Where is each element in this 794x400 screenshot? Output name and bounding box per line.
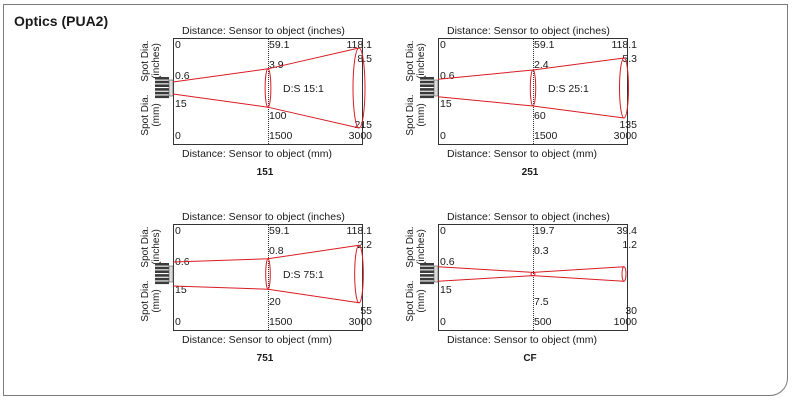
- mm-distance-start: 0: [175, 130, 181, 142]
- top-axis-label: Distance: Sensor to object (inches): [182, 211, 345, 223]
- inch-spot-mid: 0.8: [269, 245, 284, 257]
- mm-distance-end: 3000: [613, 130, 637, 142]
- panel-caption: 151: [256, 167, 274, 178]
- inch-spot-end: 2.2: [357, 239, 372, 251]
- beam-diagram: [420, 263, 627, 285]
- inch-distance-start: 0: [440, 39, 446, 51]
- inch-spot-end: 1.2: [622, 239, 637, 251]
- mm-spot-end: 215: [354, 119, 372, 131]
- inch-distance-mid: 59.1: [534, 39, 555, 51]
- spot-ellipse-end: [621, 266, 627, 282]
- bottom-axis-label: Distance: Sensor to object (mm): [182, 148, 332, 160]
- mm-spot-start: 15: [440, 98, 452, 110]
- inch-distance-end: 118.1: [611, 39, 638, 51]
- plot-divider: [268, 225, 269, 330]
- mm-distance-start: 0: [440, 130, 446, 142]
- spot-ellipse-end: [352, 47, 366, 129]
- inch-spot-mid: 0.3: [534, 245, 549, 257]
- inch-distance-mid: 59.1: [269, 225, 290, 237]
- panel-caption: CF: [523, 353, 537, 364]
- inch-distance-end: 39.4: [616, 225, 637, 237]
- inch-spot-mid: 2.4: [534, 59, 549, 71]
- mm-distance-mid: 500: [534, 316, 552, 328]
- top-axis-label: Distance: Sensor to object (inches): [182, 25, 345, 37]
- mm-distance-end: 3000: [348, 316, 372, 328]
- sensor-icon: [155, 77, 174, 99]
- ds-ratio: D:S 15:1: [283, 83, 324, 95]
- beam-diagram: [420, 57, 629, 119]
- top-axis-label: Distance: Sensor to object (inches): [447, 25, 610, 37]
- bottom-axis-label: Distance: Sensor to object (mm): [447, 148, 597, 160]
- inch-distance-mid: 19.7: [534, 225, 555, 237]
- ds-ratio: D:S 75:1: [283, 269, 324, 281]
- inch-distance-start: 0: [440, 225, 446, 237]
- plot-divider: [533, 225, 534, 330]
- mm-distance-end: 3000: [348, 130, 372, 142]
- inch-distance-end: 118.1: [346, 225, 373, 237]
- panel-caption: 251: [521, 167, 539, 178]
- inch-distance-end: 118.1: [346, 39, 373, 51]
- beam-lower-edge: [172, 285, 360, 304]
- mm-distance-mid: 1500: [534, 130, 558, 142]
- plot-box: [438, 224, 628, 331]
- spot-ellipse-end: [354, 244, 364, 304]
- optics-panel: Distance: Sensor to object (inches) 0 19.7…: [405, 211, 637, 387]
- spot-ellipse-mid: [529, 69, 537, 107]
- optics-frame: Optics (PUA2): [3, 4, 788, 396]
- spot-ellipse-mid: [530, 271, 536, 277]
- inch-distance-start: 0: [175, 39, 181, 51]
- inch-spot-end: 5.3: [622, 53, 637, 65]
- optics-panel: Distance: Sensor to object (inches) 0 59.1…: [405, 25, 637, 201]
- plot-divider: [268, 39, 269, 144]
- ds-ratio: D:S 25:1: [548, 83, 589, 95]
- page-title: Optics (PUA2): [14, 13, 109, 29]
- plot-box: [173, 224, 363, 331]
- beam-lower-edge: [437, 275, 625, 282]
- inch-spot-mid: 3.9: [269, 59, 284, 71]
- sensor-icon: [420, 77, 439, 99]
- mm-distance-start: 0: [175, 316, 181, 328]
- optics-panel: Distance: Sensor to object (inches) 0 59.1…: [140, 25, 372, 201]
- beam-upper-edge: [437, 266, 625, 273]
- bottom-axis-label: Distance: Sensor to object (mm): [447, 334, 597, 346]
- mm-spot-end: 55: [360, 305, 372, 317]
- spot-ellipse-mid: [264, 68, 272, 108]
- inch-spot-end: 8.5: [357, 53, 372, 65]
- mm-distance-start: 0: [440, 316, 446, 328]
- spot-ellipse-end: [619, 57, 629, 119]
- mm-spot-end: 30: [625, 305, 637, 317]
- plot-box: [173, 38, 363, 145]
- beam-diagram: [155, 244, 364, 304]
- mm-spot-start: 15: [175, 98, 187, 110]
- optics-panel: Distance: Sensor to object (inches) 0 59.1…: [140, 211, 372, 387]
- spot-ellipse-mid: [265, 258, 271, 290]
- mm-spot-mid: 7.5: [534, 296, 549, 308]
- inch-spot-start: 0.6: [440, 256, 455, 268]
- plot-divider: [533, 39, 534, 144]
- sensor-icon: [155, 263, 174, 285]
- mm-spot-start: 15: [440, 284, 452, 296]
- inch-distance-start: 0: [175, 225, 181, 237]
- beam-upper-edge: [172, 244, 360, 263]
- inch-spot-start: 0.6: [175, 70, 190, 82]
- mm-spot-mid: 60: [534, 110, 546, 122]
- beam-diagram: [155, 47, 366, 129]
- mm-spot-mid: 100: [269, 110, 287, 122]
- panel-caption: 751: [256, 353, 274, 364]
- top-axis-label: Distance: Sensor to object (inches): [447, 211, 610, 223]
- inch-distance-mid: 59.1: [269, 39, 290, 51]
- mm-spot-start: 15: [175, 284, 187, 296]
- plot-box: [438, 38, 628, 145]
- mm-spot-mid: 20: [269, 296, 281, 308]
- inch-spot-start: 0.6: [440, 70, 455, 82]
- mm-distance-end: 1000: [613, 316, 637, 328]
- sensor-icon: [420, 263, 439, 285]
- mm-distance-mid: 1500: [269, 316, 293, 328]
- mm-distance-mid: 1500: [269, 130, 293, 142]
- mm-spot-end: 135: [619, 119, 637, 131]
- bottom-axis-label: Distance: Sensor to object (mm): [182, 334, 332, 346]
